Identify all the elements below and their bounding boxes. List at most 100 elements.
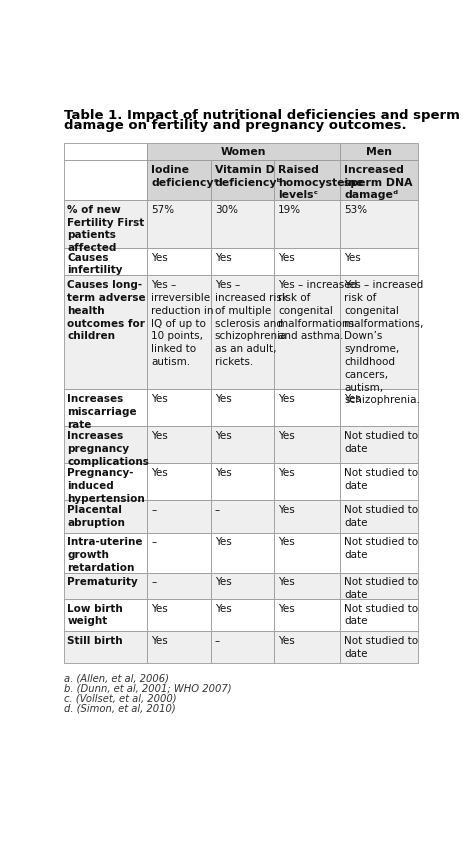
Bar: [340, 533, 418, 573]
Bar: [211, 533, 274, 573]
Text: –: –: [215, 636, 220, 645]
Bar: [274, 276, 340, 390]
Text: 53%: 53%: [344, 204, 367, 215]
Text: Yes: Yes: [215, 537, 232, 547]
Bar: [211, 201, 274, 249]
Text: d. (Simon, et al, 2010): d. (Simon, et al, 2010): [64, 703, 175, 713]
Bar: [64, 427, 147, 463]
Text: Yes: Yes: [278, 636, 295, 645]
Text: –: –: [151, 577, 156, 587]
Bar: [274, 463, 340, 501]
Bar: [147, 573, 211, 599]
Bar: [211, 573, 274, 599]
Bar: [211, 463, 274, 501]
Bar: [64, 144, 147, 161]
Bar: [147, 427, 211, 463]
Bar: [147, 276, 211, 390]
Text: Increases
miscarriage
rate: Increases miscarriage rate: [67, 394, 137, 429]
Text: 30%: 30%: [215, 204, 238, 215]
Bar: [274, 390, 340, 427]
Text: –: –: [151, 537, 156, 547]
Text: Not studied to
date: Not studied to date: [344, 603, 418, 625]
Text: Yes: Yes: [278, 430, 295, 440]
Text: Yes: Yes: [215, 603, 232, 613]
Bar: [211, 599, 274, 631]
Bar: [64, 201, 147, 249]
Text: Vitamin D
deficiencyᵇ: Vitamin D deficiencyᵇ: [215, 164, 282, 187]
Text: a. (Allen, et al, 2006): a. (Allen, et al, 2006): [64, 673, 168, 683]
Bar: [147, 631, 211, 664]
Text: Raised
homocysteine
levelsᶜ: Raised homocysteine levelsᶜ: [278, 164, 364, 200]
Text: Low birth
weight: Low birth weight: [67, 603, 123, 625]
Bar: [64, 599, 147, 631]
Bar: [64, 390, 147, 427]
Bar: [64, 249, 147, 276]
Text: Yes –
increased risk
of multiple
sclerosis and
schizophrenia
as an adult,
ricket: Yes – increased risk of multiple scleros…: [215, 280, 288, 366]
Bar: [64, 276, 147, 390]
Text: Placental
abruption: Placental abruption: [67, 504, 125, 527]
Bar: [147, 161, 211, 201]
Text: –: –: [151, 504, 156, 515]
Text: Yes – increased
risk of
congenital
malformations,
Down’s
syndrome,
childhood
can: Yes – increased risk of congenital malfo…: [344, 280, 424, 405]
Bar: [340, 501, 418, 533]
Bar: [274, 201, 340, 249]
Text: Causes long-
term adverse
health
outcomes for
children: Causes long- term adverse health outcome…: [67, 280, 146, 341]
Text: Not studied to
date: Not studied to date: [344, 504, 418, 527]
Text: damage on fertility and pregnancy outcomes.: damage on fertility and pregnancy outcom…: [64, 119, 406, 132]
Bar: [274, 501, 340, 533]
Text: Not studied to
date: Not studied to date: [344, 577, 418, 600]
Text: Prematurity: Prematurity: [67, 577, 138, 587]
Text: Women: Women: [221, 147, 266, 158]
Text: Table 1. Impact of nutritional deficiencies and sperm DNA: Table 1. Impact of nutritional deficienc…: [64, 108, 465, 121]
Text: 19%: 19%: [278, 204, 301, 215]
Bar: [64, 161, 147, 201]
Bar: [274, 161, 340, 201]
Bar: [64, 463, 147, 501]
Bar: [340, 390, 418, 427]
Text: Yes: Yes: [278, 603, 295, 613]
Bar: [211, 501, 274, 533]
Bar: [340, 276, 418, 390]
Bar: [340, 463, 418, 501]
Bar: [274, 631, 340, 664]
Text: Men: Men: [366, 147, 392, 158]
Bar: [147, 390, 211, 427]
Bar: [274, 533, 340, 573]
Text: Yes: Yes: [151, 394, 168, 404]
Bar: [340, 161, 418, 201]
Bar: [211, 631, 274, 664]
Text: Intra-uterine
growth
retardation: Intra-uterine growth retardation: [67, 537, 143, 573]
Bar: [211, 249, 274, 276]
Bar: [147, 249, 211, 276]
Text: % of new
Fertility First
patients
affected: % of new Fertility First patients affect…: [67, 204, 145, 253]
Text: Yes: Yes: [215, 430, 232, 440]
Bar: [340, 249, 418, 276]
Text: Not studied to
date: Not studied to date: [344, 430, 418, 453]
Bar: [64, 533, 147, 573]
Bar: [340, 599, 418, 631]
Text: Yes: Yes: [278, 394, 295, 404]
Text: Yes: Yes: [151, 430, 168, 440]
Text: Yes: Yes: [215, 468, 232, 478]
Text: Yes: Yes: [151, 603, 168, 613]
Text: Iodine
deficiencyᵃ: Iodine deficiencyᵃ: [151, 164, 219, 187]
Bar: [147, 144, 340, 161]
Text: Yes: Yes: [278, 537, 295, 547]
Bar: [147, 533, 211, 573]
Text: Yes: Yes: [278, 504, 295, 515]
Bar: [340, 427, 418, 463]
Text: Yes: Yes: [151, 468, 168, 478]
Text: Not studied to
date: Not studied to date: [344, 468, 418, 491]
Bar: [340, 201, 418, 249]
Text: Not studied to
date: Not studied to date: [344, 537, 418, 560]
Text: Yes: Yes: [151, 252, 168, 262]
Text: Increased
sperm DNA
damageᵈ: Increased sperm DNA damageᵈ: [344, 164, 412, 200]
Bar: [340, 631, 418, 664]
Text: Yes: Yes: [278, 468, 295, 478]
Bar: [274, 599, 340, 631]
Text: b. (Dunn, et al, 2001; WHO 2007): b. (Dunn, et al, 2001; WHO 2007): [64, 683, 231, 693]
Text: Yes: Yes: [215, 577, 232, 587]
Bar: [211, 427, 274, 463]
Bar: [274, 249, 340, 276]
Text: Yes –
irreversible
reduction in
IQ of up to
10 points,
linked to
autism.: Yes – irreversible reduction in IQ of up…: [151, 280, 213, 366]
